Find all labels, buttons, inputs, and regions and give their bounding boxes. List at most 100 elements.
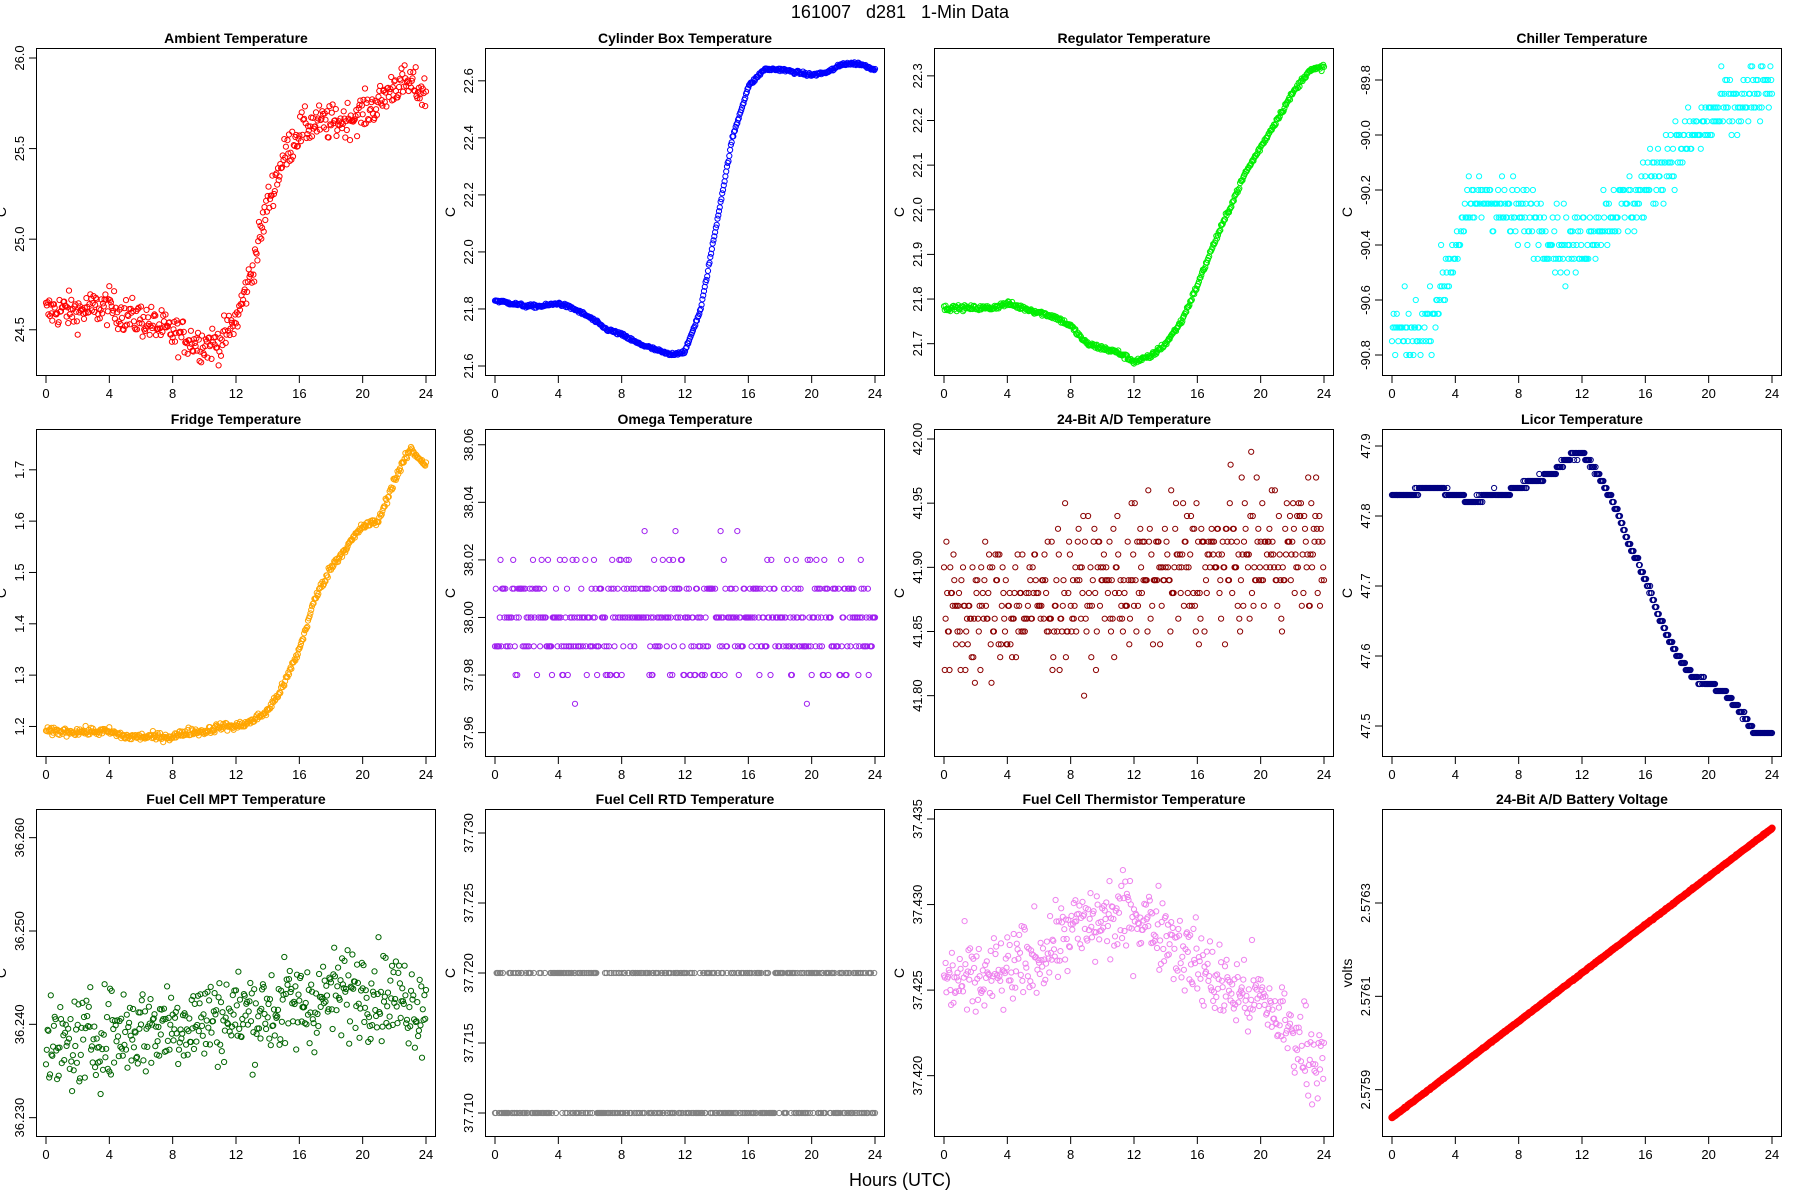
data-point <box>192 1023 199 1030</box>
data-point <box>1629 214 1636 221</box>
data-point <box>1501 186 1508 194</box>
data-point <box>378 97 385 104</box>
data-point <box>399 998 407 1005</box>
data-point <box>548 671 556 679</box>
data-point <box>958 577 965 584</box>
y-tick-label: 26.0 <box>12 45 27 70</box>
data-point <box>344 99 351 107</box>
data-point <box>128 1057 135 1064</box>
data-point <box>51 304 58 311</box>
data-point <box>1240 538 1248 545</box>
data-point <box>1265 538 1272 545</box>
data-point <box>271 188 278 195</box>
y-axis-label: C <box>0 968 9 978</box>
data-point <box>1107 628 1115 635</box>
data-point <box>1124 538 1131 545</box>
x-tick-label: 8 <box>169 767 176 782</box>
data-point <box>280 681 287 688</box>
data-point <box>54 1076 61 1083</box>
data-point <box>1235 551 1242 558</box>
data-point <box>400 459 407 466</box>
y-axis-label: C <box>891 207 907 217</box>
data-point <box>259 224 266 231</box>
data-point <box>293 1046 300 1053</box>
data-point <box>1478 214 1485 221</box>
data-point <box>1188 296 1195 303</box>
x-tick-label: 12 <box>1575 386 1589 401</box>
data-point <box>992 551 999 558</box>
y-axis-label: C <box>442 588 458 598</box>
data-point <box>1162 564 1169 571</box>
data-point <box>375 518 382 526</box>
data-point <box>422 986 430 994</box>
y-tick-label: 22.1 <box>910 152 925 177</box>
data-point <box>807 556 814 563</box>
data-point <box>171 338 179 345</box>
data-point <box>709 240 716 247</box>
data-point <box>1755 90 1762 97</box>
data-point <box>382 89 389 96</box>
x-tick-label: 8 <box>618 386 625 401</box>
data-point <box>1233 538 1240 545</box>
x-tick-label: 16 <box>741 386 755 401</box>
data-point <box>63 1042 70 1049</box>
data-point <box>64 304 71 311</box>
data-point <box>700 288 708 295</box>
data-point <box>1313 474 1320 481</box>
data-point <box>1320 63 1328 70</box>
data-point <box>723 643 731 650</box>
data-point <box>708 250 715 257</box>
data-point <box>260 984 267 991</box>
data-point <box>325 134 332 141</box>
data-point <box>989 564 996 571</box>
data-point <box>1749 63 1756 70</box>
data-point <box>149 322 157 329</box>
data-point <box>1711 680 1719 688</box>
data-point <box>772 643 779 650</box>
data-point <box>725 158 732 165</box>
data-point <box>1626 173 1633 180</box>
data-point <box>701 671 708 679</box>
data-point <box>1718 63 1725 70</box>
data-point <box>388 962 396 969</box>
data-point <box>1021 628 1028 635</box>
data-point <box>1125 577 1132 584</box>
data-point <box>329 101 336 108</box>
data-point <box>286 967 293 975</box>
data-point <box>368 99 375 106</box>
data-point <box>1276 551 1283 558</box>
data-point <box>1286 96 1294 103</box>
data-point <box>1192 628 1199 635</box>
data-point <box>1257 538 1264 545</box>
data-point <box>1664 145 1671 152</box>
y-tick-label: 47.9 <box>1358 433 1373 458</box>
data-point <box>1297 512 1304 520</box>
data-point <box>163 1047 170 1054</box>
data-point <box>145 1003 153 1010</box>
data-point <box>1301 512 1308 520</box>
data-point <box>666 556 673 563</box>
data-point <box>1253 474 1260 481</box>
data-point <box>255 1013 262 1020</box>
data-point <box>286 157 293 165</box>
data-point <box>159 328 166 335</box>
x-tick-label: 24 <box>868 386 882 401</box>
data-point <box>1449 241 1456 249</box>
data-point <box>256 234 263 241</box>
data-point <box>238 1033 245 1041</box>
data-point <box>68 1058 75 1065</box>
data-point <box>1110 525 1117 532</box>
data-point <box>518 969 526 977</box>
data-point <box>1281 577 1288 584</box>
data-point <box>1031 551 1039 558</box>
data-point <box>1310 525 1317 532</box>
panel-title: 24-Bit A/D Temperature <box>1057 411 1211 427</box>
data-point <box>856 614 864 621</box>
data-point <box>1227 461 1234 468</box>
data-point <box>717 528 724 535</box>
data-point <box>721 671 728 679</box>
data-point <box>234 323 241 330</box>
data-point <box>311 1049 318 1056</box>
data-point <box>639 585 646 592</box>
